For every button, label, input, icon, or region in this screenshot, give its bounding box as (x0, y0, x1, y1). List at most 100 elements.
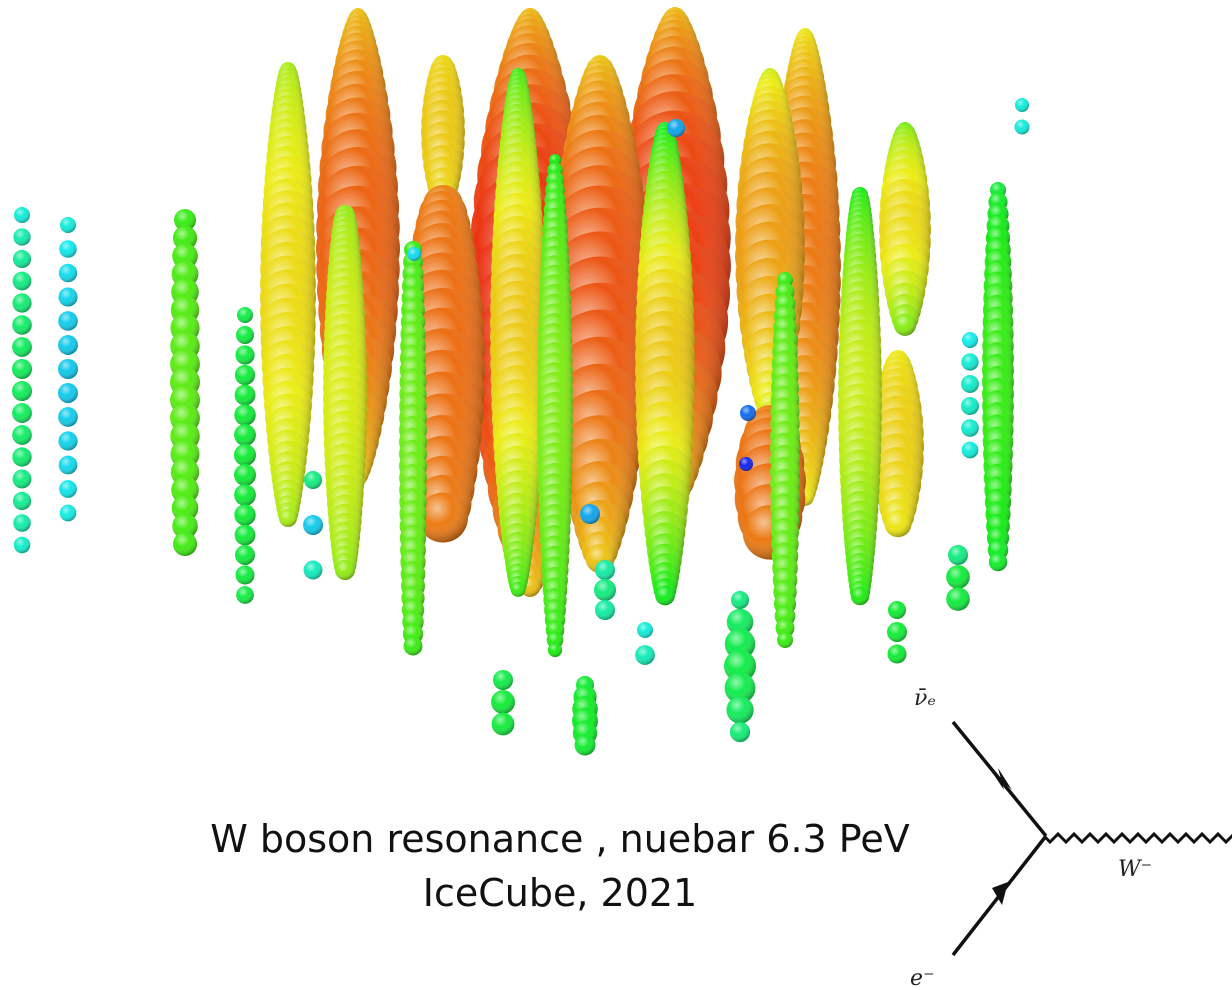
sphere-shade (234, 484, 256, 506)
sphere-shade (1015, 120, 1030, 135)
sphere-shade (235, 385, 256, 406)
sphere-shade (961, 353, 978, 370)
sphere-shade (13, 514, 31, 532)
sphere-shade (740, 405, 756, 421)
sphere-shade (404, 637, 423, 656)
sphere-shade (580, 504, 600, 524)
sphere-shade (58, 287, 77, 306)
sphere-shade (234, 444, 256, 466)
dom-hits (12, 7, 1029, 755)
sphere-shade (303, 515, 323, 535)
sphere-shade (946, 565, 970, 589)
sphere-shade (234, 424, 256, 446)
sphere-shade (234, 404, 255, 425)
sphere-shade (13, 470, 32, 489)
sphere-shade (335, 560, 355, 580)
feynman-diagram (953, 722, 1232, 955)
sphere-shade (13, 272, 32, 291)
sphere-shade (237, 307, 253, 323)
sphere-shade (13, 228, 30, 245)
sphere-shade (236, 566, 255, 585)
sphere-shade (14, 537, 30, 553)
sphere-shade (59, 480, 77, 498)
sphere-shade (58, 335, 78, 355)
sphere-shade (888, 645, 907, 664)
sphere-shade (989, 553, 1007, 571)
sphere-shade (12, 403, 32, 423)
sphere-shade (12, 381, 32, 401)
sphere-shade (948, 545, 968, 565)
sphere-shade (851, 587, 869, 605)
sphere-shade (491, 690, 515, 714)
sphere-shade (511, 582, 526, 597)
sphere-shade (946, 587, 970, 611)
sphere-shade (961, 397, 979, 415)
sphere-shade (12, 447, 31, 466)
sphere-shade (236, 586, 254, 604)
page: {"caption": {"lines": ["W boson resonanc… (0, 0, 1232, 990)
sphere-shade (235, 345, 254, 364)
sphere-shade (777, 632, 793, 648)
sphere-shade (961, 419, 979, 437)
sphere-shade (894, 313, 916, 335)
sphere-shade (58, 311, 78, 331)
sphere-shade (637, 622, 653, 638)
sphere-shade (726, 696, 753, 723)
sphere-shade (731, 591, 749, 609)
sphere-shade (739, 457, 753, 471)
sphere-shade (492, 713, 515, 736)
sphere-shade (962, 332, 978, 348)
sphere-shade (12, 337, 32, 357)
sphere-shade (884, 510, 911, 537)
sphere-shade (12, 425, 32, 445)
sphere-shade (548, 643, 562, 657)
sphere-shade (58, 383, 78, 403)
event-display: W boson resonance , nuebar 6.3 PeV IceCu… (0, 0, 1232, 990)
sphere-shade (234, 504, 255, 525)
sphere-shade (962, 442, 979, 459)
sphere-shade (12, 293, 31, 312)
sphere-shade (60, 505, 77, 522)
sphere-shade (888, 601, 906, 619)
sphere-shade (667, 119, 685, 137)
caption-line: W boson resonance , nuebar 6.3 PeV (210, 817, 910, 861)
sphere-shade (59, 264, 77, 282)
sphere-shade (575, 735, 596, 756)
particle-label: W⁻ (1118, 857, 1152, 882)
sphere-shade (304, 471, 322, 489)
sphere-shade (235, 525, 256, 546)
sphere-shade (279, 509, 297, 527)
sphere-shade (173, 532, 197, 556)
sphere-shade (59, 456, 78, 475)
sphere-shade (235, 545, 255, 565)
particle-label: e⁻ (910, 966, 935, 990)
sphere-shade (594, 579, 616, 601)
sphere-shade (407, 247, 421, 261)
sphere-shade (14, 207, 30, 223)
caption-line: IceCube, 2021 (423, 871, 697, 915)
sphere-shade (1015, 98, 1029, 112)
particle-label: ν̄ₑ (914, 686, 936, 711)
sphere-shade (655, 585, 675, 605)
sphere-shade (887, 622, 907, 642)
sphere-shade (304, 561, 323, 580)
sphere-shade (730, 722, 750, 742)
sphere-shade (12, 359, 32, 379)
sphere-shade (234, 464, 256, 486)
sphere-shade (13, 492, 31, 510)
sphere-shade (235, 365, 255, 385)
sphere-shade (59, 240, 77, 258)
sphere-shade (12, 315, 32, 335)
sphere-shade (60, 217, 76, 233)
boson-line (1046, 834, 1232, 842)
sphere-shade (236, 326, 254, 344)
sphere-shade (58, 359, 78, 379)
sphere-shade (961, 375, 979, 393)
sphere-shade (635, 645, 655, 665)
sphere-shade (595, 560, 615, 580)
sphere-shade (595, 600, 615, 620)
sphere-shade (58, 431, 77, 450)
sphere-shade (58, 407, 78, 427)
sphere-shade (13, 250, 31, 268)
sphere-shade (493, 670, 513, 690)
